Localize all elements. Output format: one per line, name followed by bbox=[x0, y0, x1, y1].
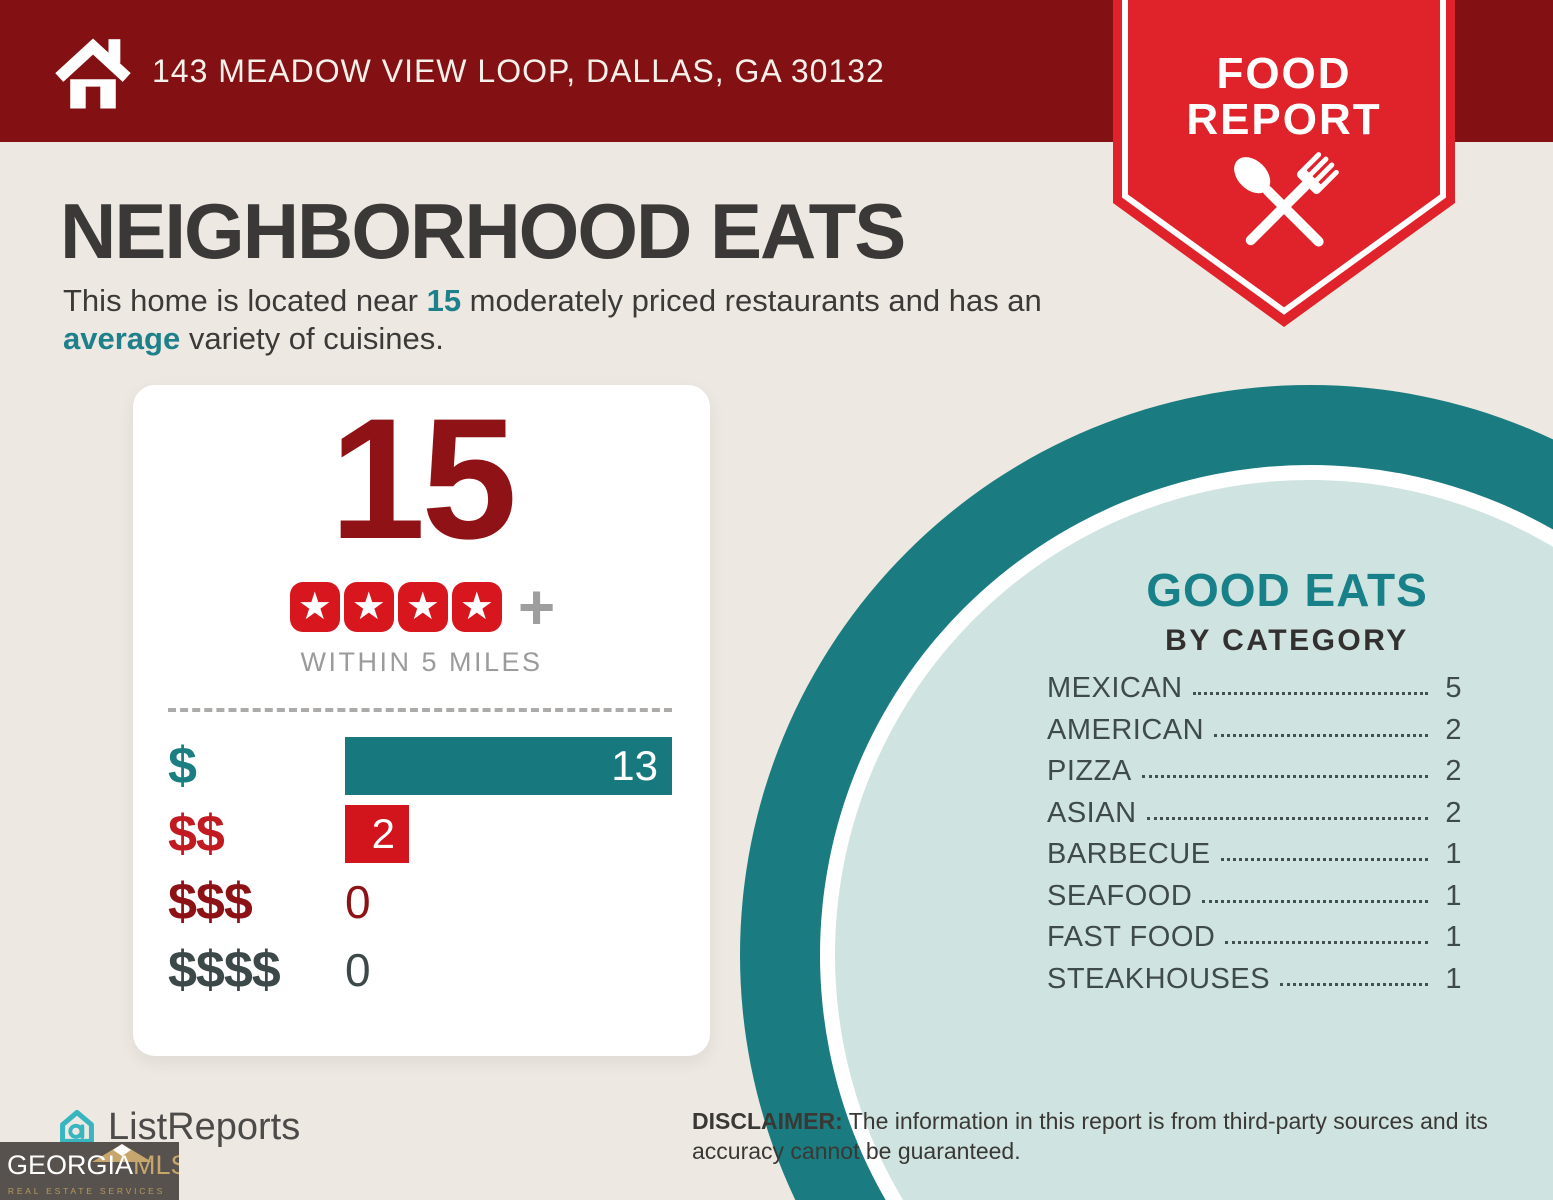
category-row: BARBECUE 1 bbox=[1047, 834, 1462, 876]
category-value: 1 bbox=[1445, 838, 1462, 871]
dotted-leader bbox=[1192, 692, 1428, 696]
dotted-leader bbox=[1202, 899, 1428, 903]
price-rows: $13 $$ 2 $$$ 0 $$$$ 0 bbox=[168, 737, 672, 1009]
price-label: $$$$ bbox=[168, 941, 281, 999]
intro-text: This home is located near 15 moderately … bbox=[63, 282, 1068, 358]
price-row: $13 bbox=[168, 737, 672, 795]
star-icon: ★ bbox=[297, 586, 332, 628]
intro-part2: moderately priced restaurants and has an bbox=[461, 283, 1042, 318]
bar-area: 0 bbox=[345, 873, 672, 931]
plus-sign: + bbox=[517, 571, 556, 643]
mls-tagline: REAL ESTATE SERVICES bbox=[7, 1186, 166, 1196]
mls-wordmark-mls: MLS bbox=[133, 1150, 179, 1180]
star-icon: ★ bbox=[405, 586, 440, 628]
star-tile: ★ bbox=[397, 582, 448, 632]
bar-area: 0 bbox=[345, 941, 672, 999]
bar-value: 13 bbox=[611, 742, 658, 789]
category-label: FAST FOOD bbox=[1047, 921, 1216, 954]
disclaimer: DISCLAIMER: The information in this repo… bbox=[692, 1106, 1512, 1166]
category-value: 2 bbox=[1445, 796, 1462, 829]
spoon-fork-icon bbox=[1234, 152, 1339, 247]
mls-wordmark: GEORGIAMLS bbox=[7, 1150, 179, 1181]
category-value: 2 bbox=[1445, 755, 1462, 788]
dotted-leader bbox=[1141, 775, 1428, 779]
bar-value-zero: 0 bbox=[345, 876, 371, 928]
dashed-divider bbox=[168, 708, 672, 712]
intro-part1: This home is located near bbox=[63, 283, 427, 318]
bar-area: 2 bbox=[345, 805, 672, 863]
category-row: MEXICAN 5 bbox=[1047, 668, 1462, 710]
category-row: ASIAN 2 bbox=[1047, 793, 1462, 835]
good-eats-title: GOOD EATS bbox=[1146, 564, 1428, 616]
category-label: SEAFOOD bbox=[1047, 879, 1193, 912]
good-eats-subtitle: BY CATEGORY bbox=[1165, 624, 1409, 657]
category-row: STEAKHOUSES 1 bbox=[1047, 959, 1462, 1001]
bar-area: 13 bbox=[345, 737, 672, 795]
star-tile: ★ bbox=[451, 582, 502, 632]
dotted-leader bbox=[1220, 858, 1428, 862]
dotted-leader bbox=[1146, 816, 1428, 820]
price-bar: 13 bbox=[345, 737, 672, 795]
price-label: $$ bbox=[168, 805, 225, 863]
bar-value-zero: 0 bbox=[345, 944, 371, 996]
food-report-ribbon: FOOD REPORT bbox=[1113, 0, 1455, 327]
property-address: 143 MEADOW VIEW LOOP, DALLAS, GA 30132 bbox=[152, 52, 885, 89]
category-label: ASIAN bbox=[1047, 796, 1137, 829]
price-bar: 2 bbox=[345, 805, 409, 863]
price-row: $$ 2 bbox=[168, 805, 672, 863]
listreports-wordmark: ListReports bbox=[108, 1106, 301, 1148]
star-tile: ★ bbox=[343, 582, 394, 632]
category-label: MEXICAN bbox=[1047, 672, 1183, 705]
dotted-leader bbox=[1225, 941, 1428, 945]
ribbon-line1: FOOD bbox=[1216, 49, 1351, 98]
good-eats-header: GOOD EATS BY CATEGORY bbox=[1037, 563, 1537, 658]
rating-stars: ★ ★ ★ ★ bbox=[288, 582, 504, 632]
category-label: AMERICAN bbox=[1047, 713, 1205, 746]
bar-value: 2 bbox=[371, 810, 395, 857]
mls-mountain-icon bbox=[92, 1144, 152, 1162]
star-icon: ★ bbox=[351, 586, 386, 628]
category-value: 1 bbox=[1445, 921, 1462, 954]
category-row: FAST FOOD 1 bbox=[1047, 917, 1462, 959]
price-row: $$$$ 0 bbox=[168, 941, 672, 999]
intro-highlight: average bbox=[63, 321, 181, 356]
star-tile: ★ bbox=[289, 582, 340, 632]
summary-card: 15 ★ ★ ★ ★ + WITHIN 5 MILES $13 $$ 2 $$$ 0 $$$$ 0 bbox=[133, 385, 710, 1056]
category-value: 1 bbox=[1445, 962, 1462, 995]
rating-row: ★ ★ ★ ★ + bbox=[133, 571, 710, 643]
category-value: 1 bbox=[1445, 879, 1462, 912]
dotted-leader bbox=[1214, 733, 1428, 737]
radius-label: WITHIN 5 MILES bbox=[300, 647, 543, 677]
listreports-logo: ListReports bbox=[56, 1106, 300, 1149]
georgia-mls-badge: GEORGIAMLS REAL ESTATE SERVICES bbox=[0, 1142, 179, 1200]
price-label: $$$ bbox=[168, 873, 253, 931]
category-label: STEAKHOUSES bbox=[1047, 962, 1271, 995]
category-value: 5 bbox=[1445, 672, 1462, 705]
category-list: MEXICAN 5 AMERICAN 2 PIZZA 2 ASIAN 2 BARBECUE 1 SE… bbox=[1047, 668, 1462, 1000]
category-label: BARBECUE bbox=[1047, 838, 1211, 871]
ribbon-line2: REPORT bbox=[1186, 95, 1381, 144]
home-icon bbox=[55, 38, 131, 109]
listreports-house-icon bbox=[60, 1109, 94, 1144]
dotted-leader bbox=[1280, 982, 1428, 986]
mls-wordmark-georgia: GEORGIA bbox=[7, 1150, 134, 1180]
page-title: NEIGHBORHOOD EATS bbox=[60, 187, 906, 275]
price-row: $$$ 0 bbox=[168, 873, 672, 931]
category-row: AMERICAN 2 bbox=[1047, 710, 1462, 752]
intro-part3: variety of cuisines. bbox=[180, 321, 444, 356]
category-value: 2 bbox=[1445, 713, 1462, 746]
category-label: PIZZA bbox=[1047, 755, 1132, 788]
category-circle-outer-ring bbox=[740, 385, 1553, 1200]
category-row: PIZZA 2 bbox=[1047, 751, 1462, 793]
disclaimer-text: The information in this report is from t… bbox=[692, 1108, 1488, 1164]
price-label: $ bbox=[168, 737, 197, 795]
restaurant-count: 15 bbox=[329, 383, 517, 575]
category-row: SEAFOOD 1 bbox=[1047, 876, 1462, 918]
star-icon: ★ bbox=[459, 586, 494, 628]
disclaimer-label: DISCLAIMER: bbox=[692, 1108, 843, 1134]
intro-count: 15 bbox=[426, 283, 462, 318]
